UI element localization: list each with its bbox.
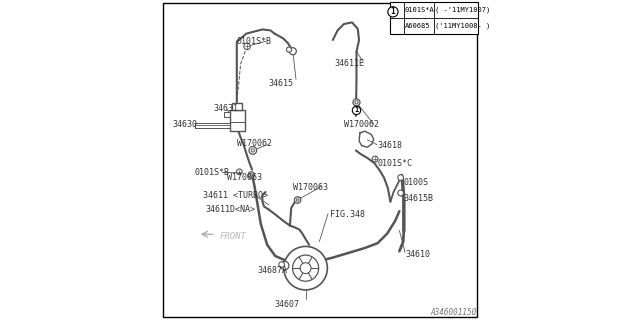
- Text: 34618: 34618: [378, 141, 403, 150]
- Circle shape: [352, 106, 361, 115]
- Circle shape: [296, 199, 299, 201]
- Text: 34630: 34630: [173, 120, 198, 129]
- Text: 34611E: 34611E: [334, 60, 364, 68]
- Circle shape: [398, 190, 404, 196]
- Bar: [390, 2, 479, 34]
- Circle shape: [388, 7, 398, 17]
- Text: A346001150: A346001150: [430, 308, 476, 317]
- Text: FRONT: FRONT: [219, 232, 246, 241]
- Circle shape: [250, 174, 253, 176]
- Text: 34687A: 34687A: [258, 266, 287, 275]
- Text: 34607: 34607: [274, 300, 299, 309]
- Circle shape: [284, 246, 328, 290]
- Text: 0101S*A: 0101S*A: [405, 7, 435, 12]
- Circle shape: [294, 197, 301, 203]
- Circle shape: [353, 99, 360, 106]
- Bar: [232, 103, 242, 110]
- Text: W170062: W170062: [237, 140, 272, 148]
- Text: W170063: W170063: [292, 183, 328, 192]
- Circle shape: [280, 261, 289, 270]
- Text: 1: 1: [390, 7, 396, 16]
- Text: 34610: 34610: [406, 250, 431, 259]
- Text: ('11MY1008- ): ('11MY1008- ): [435, 22, 490, 29]
- Text: 1: 1: [355, 108, 358, 113]
- Circle shape: [300, 263, 311, 274]
- Text: 34615: 34615: [268, 79, 293, 88]
- Circle shape: [289, 48, 296, 55]
- Text: 34611D<NA>: 34611D<NA>: [206, 205, 256, 214]
- Text: 0101S*B: 0101S*B: [195, 168, 230, 177]
- Bar: [230, 110, 245, 131]
- Circle shape: [355, 101, 358, 104]
- Text: 0101S*B: 0101S*B: [237, 37, 272, 46]
- Text: 34631: 34631: [214, 104, 239, 113]
- Circle shape: [287, 47, 292, 52]
- Circle shape: [237, 169, 243, 175]
- Text: W170062: W170062: [344, 120, 379, 129]
- Text: 0100S: 0100S: [403, 178, 428, 187]
- Circle shape: [292, 255, 319, 281]
- Text: ( -'11MY1007): ( -'11MY1007): [435, 6, 490, 13]
- Circle shape: [252, 149, 255, 152]
- Circle shape: [398, 175, 404, 180]
- Text: FIG.348: FIG.348: [330, 210, 365, 219]
- Circle shape: [249, 147, 257, 154]
- Circle shape: [279, 262, 285, 268]
- Text: W170063: W170063: [227, 173, 262, 182]
- Circle shape: [372, 156, 378, 162]
- Circle shape: [248, 172, 254, 178]
- Text: 0101S*C: 0101S*C: [378, 159, 413, 168]
- Text: A60685: A60685: [405, 23, 430, 28]
- Circle shape: [244, 43, 250, 50]
- Text: 34615B: 34615B: [403, 194, 433, 203]
- Text: 34611 <TURBO>: 34611 <TURBO>: [202, 191, 268, 200]
